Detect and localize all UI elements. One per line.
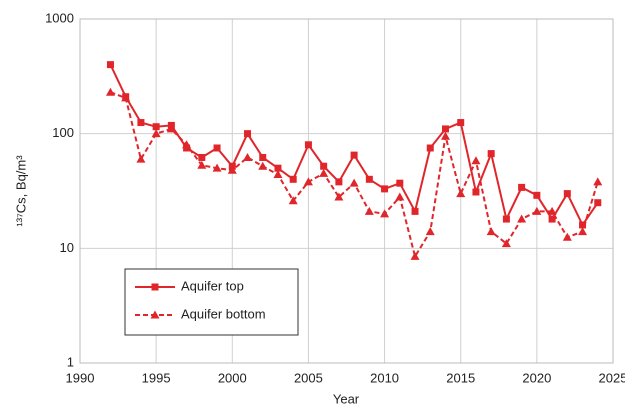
- x-axis-label: Year: [333, 391, 360, 406]
- marker: [517, 214, 527, 223]
- y-tick-label: 1: [67, 354, 74, 369]
- marker: [456, 189, 466, 198]
- marker: [320, 162, 328, 170]
- marker: [395, 192, 405, 201]
- marker: [350, 151, 358, 159]
- marker: [501, 239, 511, 248]
- marker: [334, 192, 344, 201]
- marker: [136, 154, 146, 163]
- marker: [137, 119, 145, 127]
- marker: [349, 178, 359, 187]
- series-line: [110, 91, 599, 259]
- marker: [259, 153, 267, 161]
- marker: [121, 93, 131, 102]
- marker: [411, 207, 419, 215]
- x-tick-label: 2010: [370, 370, 399, 385]
- marker: [532, 206, 542, 215]
- marker: [441, 125, 449, 133]
- marker: [289, 175, 297, 183]
- x-tick-label: 2000: [218, 370, 247, 385]
- legend: Aquifer top Aquifer bottom: [124, 268, 299, 336]
- marker: [593, 177, 603, 186]
- marker: [152, 123, 160, 131]
- legend-label: Aquifer top: [181, 278, 244, 293]
- marker: [304, 141, 312, 149]
- marker: [518, 183, 526, 191]
- marker: [578, 227, 588, 236]
- marker: [198, 153, 206, 161]
- marker: [563, 190, 571, 198]
- marker: [244, 130, 252, 138]
- marker: [166, 124, 176, 133]
- x-tick-label: 1990: [66, 370, 95, 385]
- marker: [594, 199, 602, 207]
- marker: [197, 160, 207, 169]
- x-tick-label: 2005: [294, 370, 323, 385]
- x-tick-label: 1995: [142, 370, 171, 385]
- marker: [213, 144, 221, 152]
- marker: [227, 165, 237, 174]
- marker: [182, 140, 192, 149]
- marker: [487, 150, 495, 158]
- marker: [471, 156, 481, 165]
- marker: [105, 87, 115, 96]
- marker: [335, 178, 343, 186]
- y-tick-label: 1000: [45, 10, 74, 25]
- marker: [547, 206, 557, 215]
- x-tick-label: 2015: [446, 370, 475, 385]
- marker: [562, 232, 572, 241]
- marker: [410, 251, 420, 260]
- y-axis-label: ¹³⁷Cs, Bq/m³: [13, 155, 28, 227]
- marker: [319, 168, 329, 177]
- marker: [486, 227, 496, 236]
- marker: [548, 215, 556, 223]
- marker: [303, 177, 313, 186]
- y-tick-label: 100: [52, 125, 74, 140]
- marker: [106, 61, 114, 69]
- y-tick-label: 10: [60, 240, 74, 255]
- marker: [579, 221, 587, 229]
- marker: [457, 119, 465, 127]
- marker: [243, 152, 253, 161]
- marker: [502, 215, 510, 223]
- marker: [212, 163, 222, 172]
- marker: [365, 175, 373, 183]
- marker: [380, 209, 390, 218]
- x-tick-label: 2025: [599, 370, 625, 385]
- marker: [364, 206, 374, 215]
- marker: [381, 185, 389, 193]
- marker: [288, 196, 298, 205]
- legend-marker: [151, 283, 159, 291]
- legend-label: Aquifer bottom: [181, 306, 266, 321]
- marker: [472, 188, 480, 196]
- legend-box: [124, 268, 299, 336]
- marker: [396, 179, 404, 187]
- marker: [426, 144, 434, 152]
- marker: [274, 164, 282, 172]
- plot-frame: [79, 18, 614, 364]
- marker: [258, 161, 268, 170]
- marker: [151, 129, 161, 138]
- legend-marker: [150, 310, 160, 319]
- marker: [533, 191, 541, 199]
- marker: [273, 170, 283, 179]
- marker: [425, 227, 435, 236]
- marker: [440, 131, 450, 140]
- x-tick-label: 2020: [522, 370, 551, 385]
